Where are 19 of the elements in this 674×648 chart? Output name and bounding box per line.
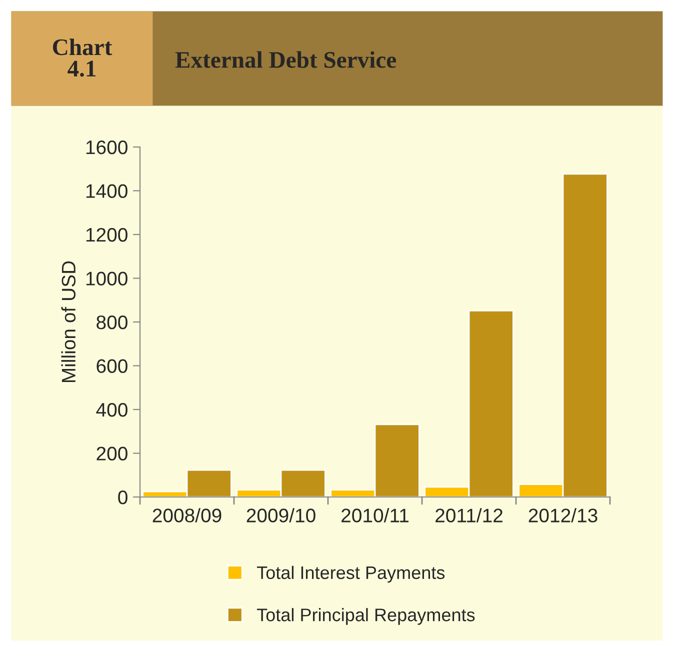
caption: Chart 4.1 — [52, 38, 112, 77]
legend-label: Total Principal Repayments — [256, 608, 475, 625]
y-tick-label: 400 — [96, 402, 128, 417]
x-tick-label: 2011/12 — [436, 508, 502, 522]
legend-label: Total Interest Payments — [256, 566, 445, 583]
y-axis-title: Million of USD — [61, 261, 76, 382]
y-tick-label: 1400 — [86, 184, 128, 198]
chart-title: External Debt Service — [175, 51, 396, 68]
y-tick-label: 1200 — [86, 228, 128, 242]
x-tick-label: 2012/13 — [528, 508, 598, 522]
y-tick-label: 0 — [118, 490, 128, 504]
y-tick-label: 200 — [96, 446, 128, 460]
x-tick-label: 2009/10 — [246, 508, 316, 522]
x-tick-label: 2008/09 — [152, 508, 222, 522]
y-tick-label: 600 — [96, 359, 128, 373]
y-tick-label: 1000 — [86, 272, 128, 286]
x-tick-label: 2010/11 — [342, 508, 408, 522]
y-tick-label: 1600 — [86, 140, 128, 154]
y-tick-label: 800 — [96, 315, 128, 330]
